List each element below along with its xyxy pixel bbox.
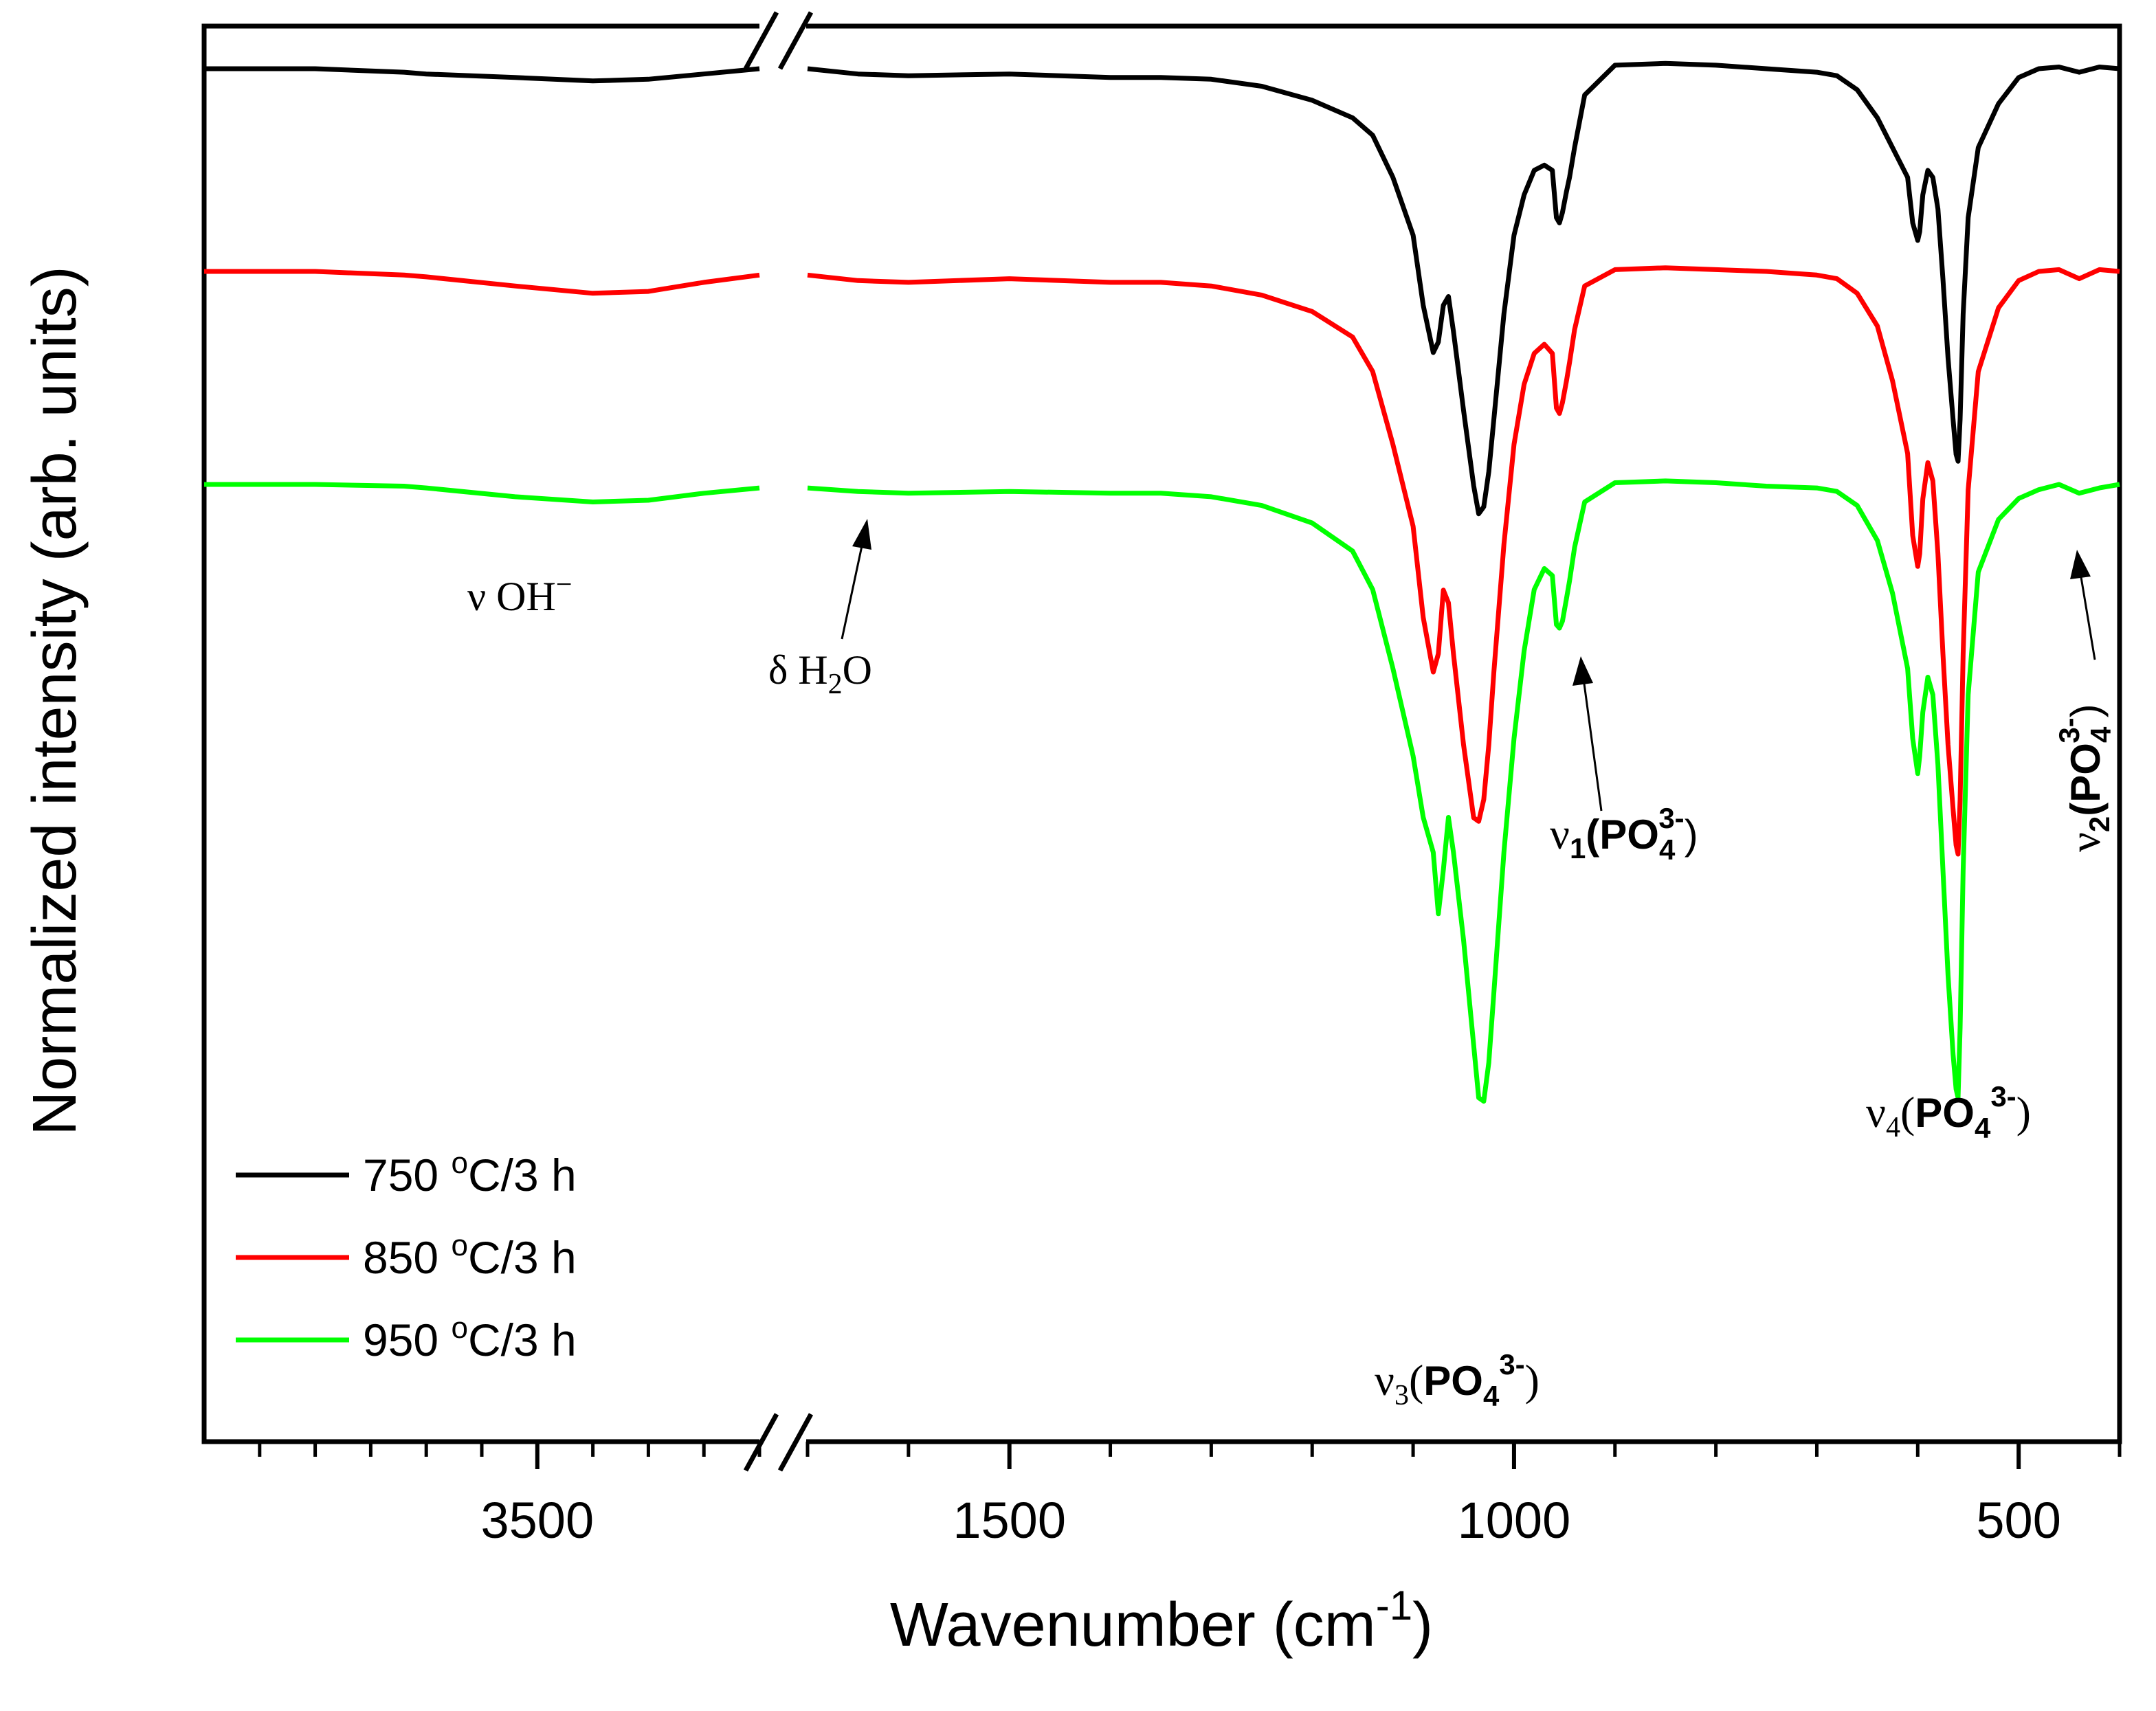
arrow-h2o [841,542,864,640]
annotation-nu2-sub: 2 [2083,816,2115,832]
arrow-nu1 [1583,683,1603,812]
annotation-nu2-bold-sup: 3- [2053,717,2085,743]
annotation-nu2-po4: ν2(PO43-) [2053,704,2117,852]
legend-label-950-unit: C/3 h [468,1315,577,1365]
x-axis-title-end: ) [1412,1591,1433,1659]
annotation-delta-h2o: δ H2O [768,647,872,700]
legend-label-750-degree: o [451,1146,467,1180]
annotation-nu4-bold-sub: 4 [1975,1112,1991,1144]
annotation-nu2-bold: (PO [2063,743,2109,816]
legend-label-750-unit: C/3 h [468,1150,577,1200]
legend: 750 oC/3 h 850 oC/3 h 950 oC/3 h [236,1146,577,1365]
x-tick-label-500: 500 [1976,1492,2060,1549]
annotation-nu4-end: ) [2016,1088,2031,1137]
legend-label-750-num: 750 [363,1150,451,1200]
legend-label-850-degree: o [451,1229,467,1262]
annotation-delta-h2o-text: H [788,647,827,693]
annotation-nu4-greek: ν [1866,1088,1886,1137]
annotation-delta-h2o-greek: δ [768,647,788,693]
annotation-nu1-end: ) [1685,812,1698,858]
x-tick-label-3500: 3500 [480,1492,594,1549]
series-line-750-right [807,60,2120,517]
plot-frame [201,23,2122,1444]
x-tick-label-1500: 1500 [953,1492,1066,1549]
annotation-arrows [841,519,2096,812]
series-line-950-right [807,478,2120,1104]
annotation-nu3-po4: ν3(PO43-) [1375,1348,1540,1412]
annotation-nu3-greek: ν [1375,1356,1394,1405]
legend-label-850-unit: C/3 h [468,1232,577,1283]
x-axis-title: Wavenumber (cm-1) [890,1583,1433,1659]
arrow-nu1-head [1572,656,1593,686]
annotation-nu-oh-text: OH [486,574,556,619]
annotation-nu4-sub: 4 [1886,1112,1900,1143]
legend-label-950-degree: o [451,1311,467,1345]
annotation-nu2-end: ) [2063,704,2109,717]
arrow-h2o-head [852,519,871,550]
legend-label-850: 850 oC/3 h [363,1229,577,1283]
arrow-nu2 [2080,577,2096,660]
annotation-nu4-bold-sup: 3- [1990,1080,2016,1112]
x-tick-label-1000: 1000 [1458,1492,1571,1549]
annotation-nu4-open: ( [1900,1088,1915,1137]
annotation-nu3-end: ) [1525,1356,1540,1405]
annotation-nu3-open: ( [1409,1356,1423,1405]
series-line-950-left [204,482,760,504]
series-line-850-left [204,269,760,296]
spectra [204,60,2120,1104]
annotation-nu2-greek: ν [2060,832,2109,852]
annotation-nu-oh-sup: − [556,569,573,601]
x-axis-ticks [258,1442,2122,1469]
annotation-nu4-bold: PO [1915,1090,1975,1136]
axis-break-gap [759,0,806,1470]
annotation-nu-oh: ν OH− [467,569,573,619]
y-axis-title: Normalized intensity (arb. units) [21,266,89,1135]
legend-label-950-num: 950 [363,1315,451,1365]
legend-label-950: 950 oC/3 h [363,1311,577,1365]
legend-label-850-num: 850 [363,1232,451,1283]
axis-break-mark-top-left [743,11,779,70]
annotation-nu1-po4: ν1(PO43-) [1550,802,1698,866]
annotation-delta-h2o-sub: 2 [828,669,843,700]
annotation-nu2-bold-sub: 4 [2085,726,2117,743]
annotation-nu1-sub: 1 [1570,832,1586,864]
axis-break-mark-top-right [777,11,814,70]
axis-break-mark-bottom-right [777,1413,814,1472]
annotation-nu1-greek: ν [1550,809,1570,858]
annotation-nu1-bold-sup: 3- [1658,802,1684,834]
annotation-nu3-bold-sub: 4 [1483,1380,1500,1412]
annotation-nu3-bold-sup: 3- [1499,1348,1524,1380]
annotation-nu3-sub: 3 [1394,1380,1409,1411]
annotation-nu1-bold: (PO [1586,812,1659,858]
annotation-nu-oh-greek: ν [467,574,486,619]
annotation-nu4-po4: ν4(PO43-) [1866,1080,2031,1144]
annotation-nu1-bold-sub: 4 [1659,834,1676,866]
series-line-750-left [204,66,760,84]
series-line-850-right [807,265,2120,857]
arrow-nu2-head [2070,550,2091,579]
annotation-delta-h2o-text2: O [843,647,872,693]
annotation-nu3-bold: PO [1423,1358,1483,1404]
x-axis-title-superscript: -1 [1376,1583,1412,1629]
legend-label-750: 750 oC/3 h [363,1146,577,1200]
x-axis-title-main: Wavenumber (cm [890,1591,1376,1659]
